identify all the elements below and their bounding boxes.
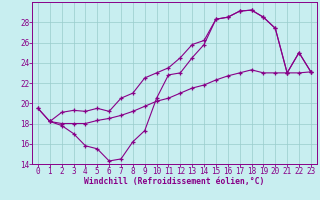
X-axis label: Windchill (Refroidissement éolien,°C): Windchill (Refroidissement éolien,°C) — [84, 177, 265, 186]
